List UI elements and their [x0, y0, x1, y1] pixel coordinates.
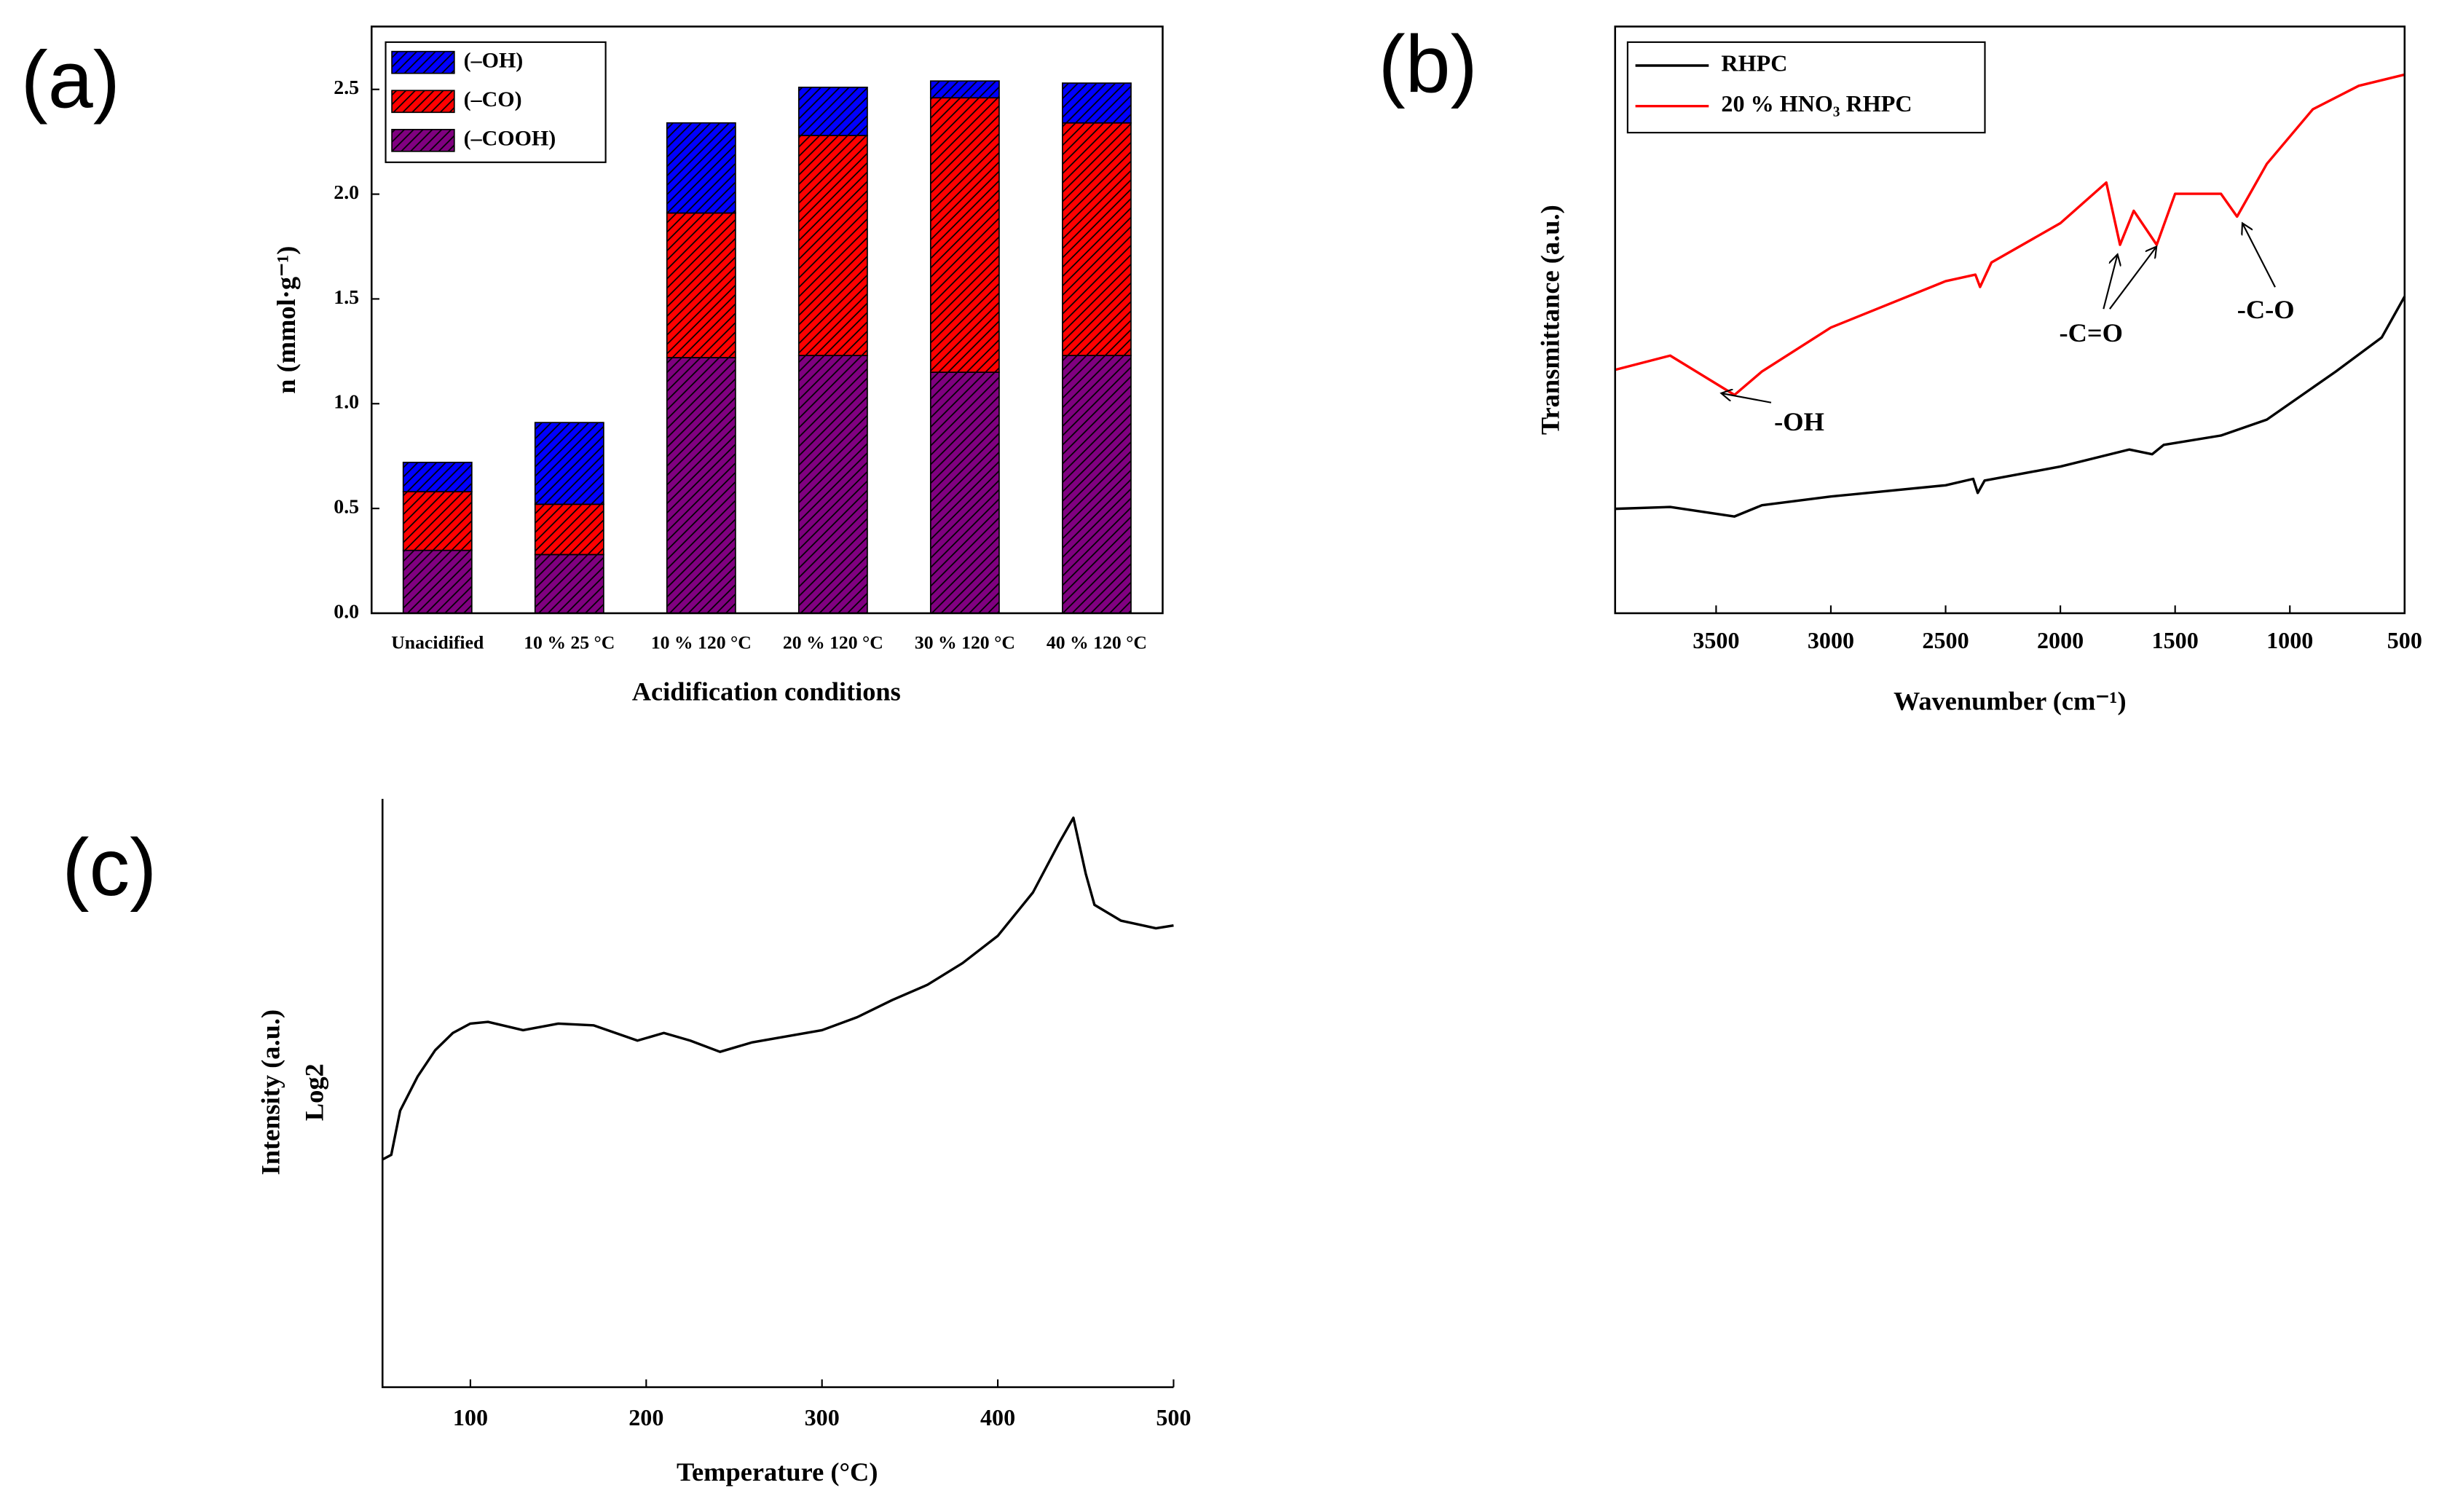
- y-tick-label: 0.5: [334, 496, 359, 519]
- x-tick-label: 3500: [1693, 627, 1739, 653]
- x-tick-label: 500: [2387, 627, 2422, 653]
- y-axis-title: Intensity (a.u.): [256, 1009, 285, 1176]
- bar-segment: [1062, 122, 1132, 356]
- bar-segment: [797, 86, 868, 136]
- bar-segment: [402, 491, 473, 551]
- y-axis-title: n (mmol·g⁻¹): [272, 246, 301, 394]
- bar-segment: [929, 97, 1000, 373]
- x-tick-label: 200: [629, 1404, 663, 1430]
- axes-frame: [1614, 25, 2406, 615]
- y-tick-label: 2.5: [334, 76, 359, 99]
- y-tick-label: 2.0: [334, 181, 359, 204]
- x-tick-label: 3000: [1808, 627, 1854, 653]
- bar-segment: [402, 549, 473, 614]
- x-tick-label: Unacidified: [391, 632, 484, 653]
- bar-segment: [1062, 82, 1132, 124]
- x-tick-label: 1000: [2266, 627, 2313, 653]
- bar-segment: [929, 80, 1000, 99]
- bar-segment: [534, 554, 604, 614]
- bar-segment: [666, 212, 736, 358]
- bar-segment: [402, 461, 473, 492]
- x-tick-label: 300: [805, 1404, 840, 1430]
- legend-label: (–COOH): [464, 127, 556, 151]
- bar-segment: [929, 371, 1000, 614]
- y-axis-title: Log2: [300, 1063, 329, 1121]
- legend-label: 20 % HNO₃ RHPC: [1721, 90, 1912, 117]
- bar-segment: [1062, 355, 1132, 614]
- y-tick-label: 0.0: [334, 600, 359, 623]
- annotation-arrow: [2109, 247, 2156, 310]
- legend-swatch: [391, 50, 455, 74]
- legend-label: (–OH): [464, 49, 524, 73]
- legend-swatch: [391, 90, 455, 114]
- panel-label: (c): [62, 822, 157, 913]
- legend-swatch: [391, 128, 455, 152]
- x-axis-title: Temperature (°C): [677, 1457, 878, 1487]
- x-tick-label: 1500: [2152, 627, 2199, 653]
- data-line: [1615, 73, 2405, 396]
- x-tick-label: 2000: [2037, 627, 2084, 653]
- x-axis-title: Acidification conditions: [632, 677, 901, 706]
- y-tick-label: 1.0: [334, 391, 359, 414]
- annotation-arrow: [2103, 254, 2117, 310]
- annotation: -OH: [1774, 407, 1824, 436]
- bar-segment: [666, 357, 736, 614]
- data-line: [1615, 296, 2406, 518]
- bar-segment: [797, 135, 868, 356]
- panel-label: (a): [21, 34, 120, 125]
- legend-label: RHPC: [1721, 50, 1787, 76]
- x-tick-label: 500: [1156, 1404, 1191, 1430]
- x-tick-label: 40 % 120 °C: [1047, 632, 1147, 653]
- annotation-arrow: [1721, 393, 1772, 403]
- bar-segment: [666, 122, 736, 214]
- bar-segment: [534, 503, 604, 556]
- bar-segment: [797, 355, 868, 614]
- axes-frame: [370, 25, 1164, 615]
- y-tick-label: 1.5: [334, 286, 359, 309]
- annotation-arrow: [2242, 223, 2276, 288]
- data-line: [382, 816, 1174, 1161]
- x-tick-label: 10 % 120 °C: [651, 632, 752, 653]
- x-tick-label: 30 % 120 °C: [915, 632, 1015, 653]
- x-tick-label: 400: [980, 1404, 1015, 1430]
- x-tick-label: 2500: [1922, 627, 1969, 653]
- legend-label: (–CO): [464, 87, 522, 111]
- x-tick-label: 100: [453, 1404, 488, 1430]
- panel-label: (b): [1379, 18, 1478, 109]
- x-axis-title: Wavenumber (cm⁻¹): [1894, 687, 2127, 716]
- y-axis-title: Transmittance (a.u.): [1535, 205, 1564, 435]
- x-tick-label: 10 % 25 °C: [524, 632, 615, 653]
- annotation: -C-O: [2237, 295, 2295, 324]
- legend-box: [1626, 41, 1986, 134]
- axes-lines: [381, 798, 1174, 1388]
- annotation: -C=O: [2059, 318, 2122, 347]
- x-tick-label: 20 % 120 °C: [783, 632, 883, 653]
- bar-segment: [534, 422, 604, 505]
